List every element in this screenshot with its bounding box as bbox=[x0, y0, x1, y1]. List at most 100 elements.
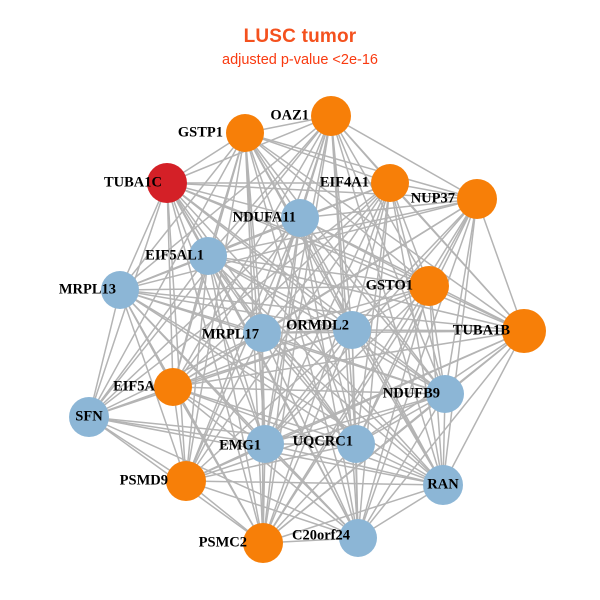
network-node-mrpl13[interactable]: MRPL13 bbox=[59, 271, 139, 309]
network-edge bbox=[299, 217, 359, 539]
network-node-psmd9[interactable]: PSMD9 bbox=[120, 461, 206, 501]
network-edge bbox=[185, 480, 359, 539]
network-edge bbox=[389, 182, 444, 486]
network-edge bbox=[262, 484, 444, 544]
network-edge bbox=[119, 289, 525, 332]
node-circle[interactable] bbox=[337, 425, 375, 463]
node-circle[interactable] bbox=[426, 375, 464, 413]
network-edge bbox=[166, 182, 301, 219]
network-node-uqcrc1[interactable]: UQCRC1 bbox=[293, 425, 375, 463]
network-edge bbox=[355, 285, 430, 445]
network-edge bbox=[262, 285, 430, 544]
node-circle[interactable] bbox=[101, 271, 139, 309]
node-label: PSMD9 bbox=[120, 472, 168, 488]
network-edge bbox=[299, 198, 478, 219]
node-circle[interactable] bbox=[339, 519, 377, 557]
network-edge bbox=[355, 198, 478, 445]
network-node-nup37[interactable]: NUP37 bbox=[411, 179, 497, 219]
network-edge bbox=[166, 182, 264, 544]
node-label: SFN bbox=[75, 408, 103, 424]
node-circle[interactable] bbox=[226, 114, 264, 152]
network-node-gsto1[interactable]: GSTO1 bbox=[366, 266, 449, 306]
node-circle[interactable] bbox=[502, 309, 546, 353]
network-edge bbox=[444, 198, 478, 395]
network-edge bbox=[476, 198, 525, 332]
network-node-eif4a1[interactable]: EIF4A1 bbox=[320, 164, 409, 202]
node-circle[interactable] bbox=[243, 314, 281, 352]
network-edge bbox=[330, 115, 444, 486]
network-edge bbox=[185, 332, 263, 482]
node-circle[interactable] bbox=[189, 237, 227, 275]
network-edge bbox=[299, 217, 446, 395]
network-edge bbox=[261, 332, 359, 539]
network-edge bbox=[185, 329, 353, 482]
network-edge bbox=[261, 332, 357, 445]
node-circle[interactable] bbox=[409, 266, 449, 306]
node-label: EIF5AL1 bbox=[145, 247, 204, 263]
network-node-ndufa11[interactable]: NDUFA11 bbox=[233, 199, 319, 237]
network-edge bbox=[185, 330, 525, 482]
network-edge bbox=[88, 416, 357, 445]
network-edge bbox=[261, 330, 525, 334]
network-edge bbox=[185, 443, 357, 482]
network-edge bbox=[244, 132, 430, 287]
network-edge bbox=[264, 443, 444, 486]
network-node-psmc2[interactable]: PSMC2 bbox=[199, 523, 283, 563]
network-edge bbox=[244, 132, 525, 332]
network-node-ran[interactable]: RAN bbox=[423, 465, 463, 505]
network-node-mrpl17[interactable]: MRPL17 bbox=[202, 314, 281, 352]
node-label: EIF5A bbox=[113, 378, 155, 394]
network-node-tuba1b[interactable]: TUBA1B bbox=[453, 309, 546, 353]
network-edge bbox=[166, 182, 266, 445]
node-circle[interactable] bbox=[457, 179, 497, 219]
network-node-eif5al1[interactable]: EIF5AL1 bbox=[145, 237, 227, 275]
network-edge bbox=[172, 182, 391, 388]
node-label: UQCRC1 bbox=[293, 433, 353, 449]
node-circle[interactable] bbox=[423, 465, 463, 505]
network-edge bbox=[262, 115, 332, 544]
node-circle[interactable] bbox=[311, 96, 351, 136]
network-node-sfn[interactable]: SFN bbox=[69, 397, 109, 437]
network-edge bbox=[88, 329, 353, 418]
node-circle[interactable] bbox=[243, 523, 283, 563]
network-node-c20orf24[interactable]: C20orf24 bbox=[292, 519, 377, 557]
node-circle[interactable] bbox=[69, 397, 109, 437]
network-edge bbox=[261, 285, 430, 334]
node-circle[interactable] bbox=[147, 163, 187, 203]
network-edge bbox=[264, 198, 478, 445]
node-label: TUBA1B bbox=[453, 322, 511, 338]
network-node-emg1[interactable]: EMG1 bbox=[219, 425, 284, 463]
node-label: GSTO1 bbox=[366, 277, 413, 293]
node-circle[interactable] bbox=[154, 368, 192, 406]
node-label: NUP37 bbox=[411, 190, 455, 206]
network-node-eif5a[interactable]: EIF5A bbox=[113, 368, 192, 406]
network-edge bbox=[185, 255, 209, 482]
node-label: PSMC2 bbox=[199, 534, 247, 550]
node-circle[interactable] bbox=[246, 425, 284, 463]
network-edge bbox=[172, 386, 446, 395]
network-node-ormdl2[interactable]: ORMDL2 bbox=[286, 311, 371, 349]
network-edge bbox=[172, 285, 430, 388]
node-circle[interactable] bbox=[333, 311, 371, 349]
network-edge bbox=[244, 132, 444, 486]
network-edge bbox=[88, 132, 246, 418]
network-node-oaz1[interactable]: OAZ1 bbox=[270, 96, 351, 136]
node-circle[interactable] bbox=[371, 164, 409, 202]
network-edge bbox=[244, 132, 446, 395]
network-edge bbox=[262, 198, 478, 544]
network-node-tuba1c[interactable]: TUBA1C bbox=[104, 163, 187, 203]
network-node-gstp1[interactable]: GSTP1 bbox=[178, 114, 264, 152]
node-circle[interactable] bbox=[281, 199, 319, 237]
network-edge bbox=[185, 393, 446, 482]
network-edge bbox=[244, 132, 478, 200]
network-edge bbox=[262, 217, 301, 544]
node-label: NDUFB9 bbox=[383, 385, 440, 401]
network-edge bbox=[355, 182, 391, 445]
network-edge bbox=[264, 393, 446, 445]
node-circle[interactable] bbox=[166, 461, 206, 501]
network-edge bbox=[185, 217, 301, 482]
network-edge bbox=[172, 255, 209, 388]
network-edge bbox=[207, 255, 264, 544]
network-node-ndufb9[interactable]: NDUFB9 bbox=[383, 375, 464, 413]
